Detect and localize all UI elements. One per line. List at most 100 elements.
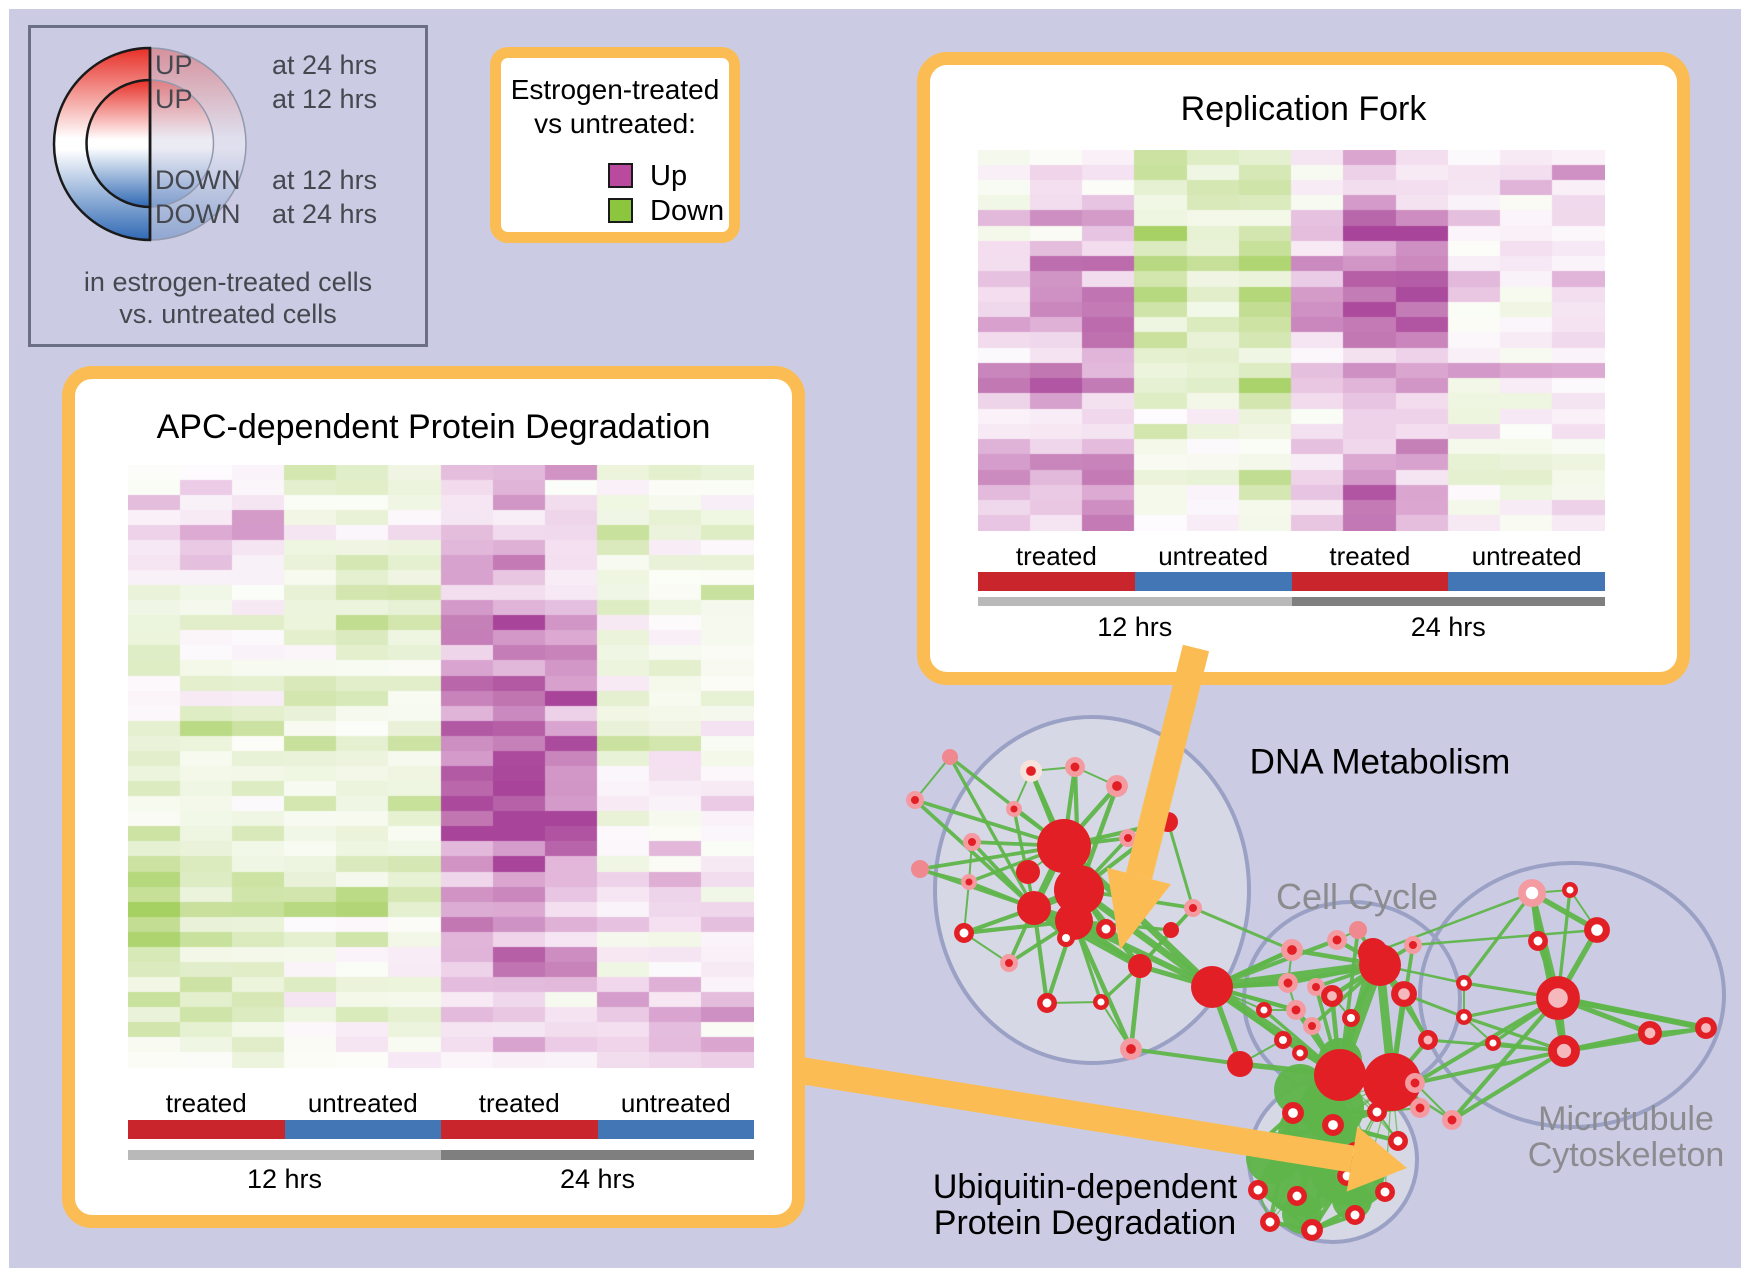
apc-time-labels: 12 hrs 24 hrs <box>128 1166 754 1193</box>
group-label: untreated <box>620 1088 731 1118</box>
network-node <box>906 791 924 809</box>
network-node <box>1322 1114 1344 1136</box>
network-node <box>1456 1009 1472 1025</box>
time-bar-segment <box>978 597 1292 606</box>
network-edge <box>1450 996 1560 1122</box>
network-node <box>1163 922 1179 938</box>
network-node <box>1410 1098 1430 1118</box>
network-node <box>1342 1009 1360 1027</box>
circle-left-12h <box>85 78 152 209</box>
circle-legend-footer-2: vs. untreated cells <box>119 299 337 329</box>
network-node <box>1388 1131 1408 1151</box>
treatment-bar-segment <box>441 1120 598 1139</box>
circle-legend-time: at 12 hrs <box>272 84 378 114</box>
network-node <box>1037 993 1057 1013</box>
network-edge <box>1071 920 1134 1050</box>
network-node <box>1227 1051 1253 1077</box>
network-edge <box>1267 1112 1296 1223</box>
group-label: untreated <box>1471 541 1582 571</box>
network-node <box>1327 930 1347 950</box>
circle-legend-direction: DOWN <box>155 165 241 195</box>
network-node <box>1281 939 1303 961</box>
rf-time-bar <box>978 597 1605 606</box>
network-node <box>1518 879 1546 907</box>
network-node <box>1119 829 1137 847</box>
arrow-to-dna-head <box>1107 867 1171 950</box>
network-node <box>1096 919 1116 939</box>
time-bar-segment <box>1291 597 1605 606</box>
treatment-bar-segment <box>1448 572 1605 591</box>
network-node <box>1584 917 1610 943</box>
network-edge <box>1563 1025 1707 1054</box>
network-node <box>1017 891 1051 925</box>
network-node <box>1528 931 1548 951</box>
network-node <box>1248 1180 1268 1200</box>
network-node <box>1695 1017 1717 1039</box>
network-node <box>1301 1219 1323 1241</box>
network-node <box>942 749 958 765</box>
network-node <box>1375 1182 1395 1202</box>
network-node <box>1286 1000 1306 1020</box>
circle-legend-time: at 24 hrs <box>272 50 378 80</box>
apc-group-labels: treated untreated treated untreated <box>128 1090 754 1116</box>
network-node <box>1405 1073 1425 1093</box>
dna-metabolism-label: DNA Metabolism <box>1249 742 1511 782</box>
apc-panel-title: APC-dependent Protein Degradation <box>156 408 711 446</box>
network-node <box>1391 981 1417 1007</box>
network-node <box>1321 985 1343 1007</box>
group-label: treated <box>478 1088 560 1118</box>
updown-legend-title-1: Estrogen-treated <box>510 74 720 105</box>
time-label: 24 hrs <box>1410 612 1486 642</box>
rf-time-labels: 12 hrs 24 hrs <box>978 614 1605 641</box>
network-edge <box>1130 1047 1241 1066</box>
network-node <box>1054 865 1104 915</box>
network-node <box>1303 1017 1321 1035</box>
network-node <box>1485 1035 1501 1051</box>
network-node <box>1191 966 1233 1008</box>
network-node <box>1184 899 1202 917</box>
blob-circle <box>1274 1064 1326 1116</box>
network-node <box>1016 860 1040 884</box>
group-label: treated <box>165 1088 247 1118</box>
arrow-to-ubiquitin-shaft <box>795 1056 1355 1173</box>
time-bar-segment <box>128 1150 441 1160</box>
network-node <box>911 860 929 878</box>
network-edge <box>948 756 1036 909</box>
network-node <box>1536 976 1580 1020</box>
updown-circle-icon <box>52 46 247 242</box>
circle-legend-direction: UP <box>155 50 193 80</box>
network-node <box>1128 954 1152 978</box>
time-label: 12 hrs <box>246 1164 323 1194</box>
network-edge <box>1192 906 1293 952</box>
circle-legend-direction: DOWN <box>155 199 241 229</box>
network-node <box>1367 1102 1387 1122</box>
network-node <box>1456 975 1472 991</box>
network-node <box>1120 1038 1142 1060</box>
circle-legend-direction: UP <box>155 84 193 114</box>
network-edge <box>1414 1048 1565 1086</box>
apc-time-bar <box>128 1150 754 1160</box>
network-node <box>1106 775 1128 797</box>
network-edge <box>1076 887 1215 990</box>
ubiquitin-label: Ubiquitin-dependent Protein Degradation <box>932 1167 1238 1242</box>
network-edge <box>913 798 1036 910</box>
network-edge <box>914 756 951 801</box>
legend-swatch-down <box>608 198 633 223</box>
apc-heatmap <box>128 465 754 1068</box>
network-node <box>1057 929 1075 947</box>
treatment-bar-segment <box>1134 572 1292 591</box>
network-edge <box>1450 1049 1566 1122</box>
network-node <box>1020 760 1042 782</box>
circle-right-faded-12h <box>149 79 215 208</box>
time-label: 24 hrs <box>559 1164 636 1194</box>
network-node <box>1274 1031 1292 1049</box>
network-edge <box>1557 995 1707 1031</box>
cell-cycle-label: Cell Cycle <box>1275 875 1439 917</box>
arrow-to-dna-shaft <box>1125 644 1210 880</box>
network-edge <box>1256 1188 1314 1232</box>
network-node <box>1093 994 1109 1010</box>
legend-label-up: Up <box>650 160 688 192</box>
time-bar-segment <box>441 1150 754 1160</box>
arrow-to-ubiquitin-head <box>1346 1126 1407 1192</box>
